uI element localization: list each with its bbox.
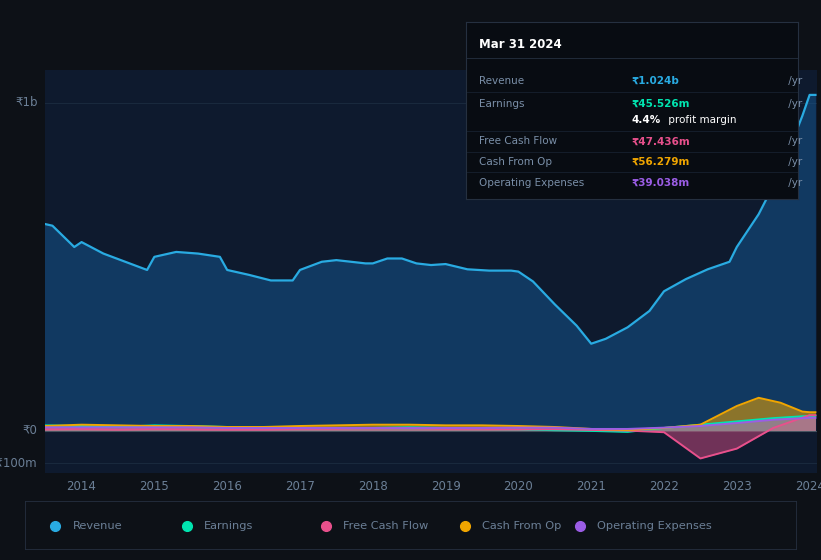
- Text: 4.4%: 4.4%: [632, 115, 661, 125]
- Text: ₹1.024b: ₹1.024b: [632, 76, 680, 86]
- Text: Free Cash Flow: Free Cash Flow: [479, 137, 557, 147]
- Text: /yr: /yr: [785, 157, 802, 167]
- Text: ₹39.038m: ₹39.038m: [632, 178, 690, 188]
- Text: -₹100m: -₹100m: [0, 457, 38, 470]
- Text: Operating Expenses: Operating Expenses: [597, 521, 712, 531]
- Text: ₹1b: ₹1b: [15, 96, 38, 109]
- Text: /yr: /yr: [785, 99, 802, 109]
- Text: Cash From Op: Cash From Op: [479, 157, 552, 167]
- Text: ₹47.436m: ₹47.436m: [632, 137, 690, 147]
- Text: Earnings: Earnings: [479, 99, 525, 109]
- Text: Revenue: Revenue: [72, 521, 122, 531]
- Text: /yr: /yr: [785, 76, 802, 86]
- Text: /yr: /yr: [785, 178, 802, 188]
- Text: Operating Expenses: Operating Expenses: [479, 178, 584, 188]
- Text: profit margin: profit margin: [665, 115, 736, 125]
- Text: Free Cash Flow: Free Cash Flow: [342, 521, 428, 531]
- Text: Earnings: Earnings: [204, 521, 253, 531]
- Text: Cash From Op: Cash From Op: [481, 521, 561, 531]
- Text: ₹0: ₹0: [22, 424, 38, 437]
- Text: /yr: /yr: [785, 137, 802, 147]
- Text: Mar 31 2024: Mar 31 2024: [479, 38, 562, 52]
- Text: ₹56.279m: ₹56.279m: [632, 157, 690, 167]
- Text: ₹45.526m: ₹45.526m: [632, 99, 690, 109]
- Text: Revenue: Revenue: [479, 76, 524, 86]
